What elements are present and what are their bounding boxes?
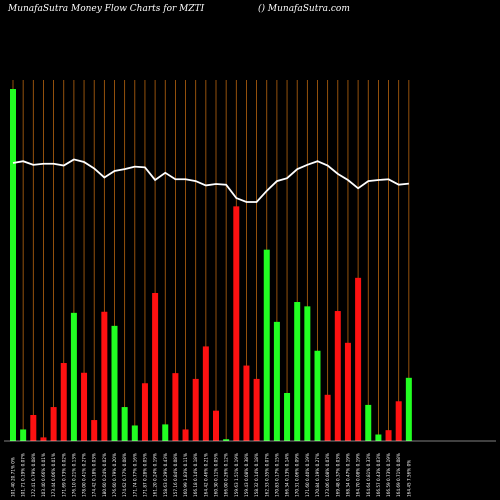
x-tick-label: 157.16 0.84% 0.08% [173, 453, 178, 497]
x-tick-label: 158.32 0.14% 0.18% [254, 453, 259, 497]
money-flow-bar [162, 424, 169, 441]
money-flow-bar [375, 434, 382, 441]
x-tick-label: 158.63 0.29% 0.43% [163, 453, 168, 497]
site-credit: () MunafaSutra.com [258, 4, 350, 14]
money-flow-bar [121, 407, 128, 441]
x-tick-label: 164.45 7.56% 0% [406, 460, 411, 497]
x-tick-label: 170.83 0.17% 0.15% [274, 453, 279, 497]
x-tick-labels: 101.40 20.71% 0% 101.71 0.19% 0.07% 172.41… [11, 453, 412, 497]
x-tick-label: 166.57 0.43% 0.03% [376, 453, 381, 497]
x-tick-label: 171.69 0.73% 0.02% [61, 453, 66, 497]
x-tick-label: 160.99 1.83% 0.11% [183, 453, 188, 497]
money-flow-bar [50, 407, 57, 441]
x-tick-label: 178.00 0.41% 0.27% [82, 453, 87, 497]
x-tick-label: 170.84 0.19% 0.27% [315, 453, 320, 497]
x-tick-label: 171.74 0.77% 0.16% [132, 453, 137, 497]
money-flow-bar [253, 378, 260, 441]
x-tick-label: 172.41 0.79% 0.08% [31, 453, 36, 497]
x-tick-label: 173.44 0.06% 0.01% [51, 453, 56, 497]
x-tick-label: 164.70 0.08% 0.19% [356, 453, 361, 497]
money-flow-bar [91, 420, 98, 441]
x-tick-label: 159.63 1.51% 0.19% [234, 453, 239, 497]
x-tick-label: 103.40 0.66% 0.01% [41, 453, 46, 497]
x-tick-label: 159.43 0.08% 0.38% [244, 453, 249, 497]
money-flow-bar [405, 377, 412, 441]
money-flow-bars [10, 89, 412, 442]
money-flow-bar [60, 363, 67, 441]
money-flow-bar [324, 394, 331, 441]
chart-title: MunafaSutra Money Flow Charts for MZTI [8, 4, 205, 14]
x-tick-label: 166.34 0.13% 0.14% [285, 453, 290, 497]
x-tick-label: 176.60 0.79% 0.20% [112, 453, 117, 497]
money-flow-bar [213, 410, 219, 441]
money-flow-bar [344, 342, 351, 441]
x-tick-label: 171.60 0.40% 0.19% [305, 453, 310, 497]
money-flow-bar [30, 415, 37, 441]
money-flow-bar [141, 383, 148, 441]
x-tick-label: 166.59 0.73% 0.19% [386, 453, 391, 497]
money-flow-bar [243, 365, 250, 441]
money-flow-bar [182, 429, 189, 441]
money-flow-line [12, 158, 409, 203]
money-flow-bar [304, 306, 311, 441]
money-flow-bar [273, 321, 280, 441]
x-tick-label: 164.64 0.81% 0.33% [366, 453, 371, 497]
x-tick-label: 164.42 0.46% 0.21% [203, 453, 208, 497]
money-flow-bar [70, 312, 77, 441]
money-flow-bar [101, 311, 108, 441]
money-flow-bar [395, 401, 402, 441]
money-flow-bar [192, 378, 199, 441]
money-flow-bar [131, 425, 138, 441]
money-flow-bar [233, 206, 240, 441]
money-flow-bar [263, 249, 270, 441]
money-flow-bar [365, 404, 372, 441]
money-flow-bar [284, 392, 291, 441]
x-tick-label: 101.40 20.71% 0% [11, 457, 16, 497]
x-tick-label: 170.31 0.06% 0.09% [295, 453, 300, 497]
money-flow-bar [172, 373, 179, 441]
money-flow-bar [20, 429, 27, 441]
x-tick-label: 164.69 0.71% 0.08% [396, 453, 401, 497]
money-flow-bar [202, 346, 209, 441]
x-tick-label: 166.00 0.26% 0.12% [224, 453, 229, 497]
money-flow-bar [81, 372, 88, 441]
x-tick-label: 101.71 0.19% 0.07% [21, 453, 26, 497]
money-flow-bar [10, 89, 16, 442]
x-tick-label: 176.10 0.21% 0.13% [71, 453, 76, 497]
x-tick-label: 169.48 0.37% 0.03% [335, 453, 340, 497]
money-flow-bar [152, 292, 159, 441]
x-tick-label: 173.06 0.08% 0.03% [325, 453, 330, 497]
x-tick-label: 174.62 0.77% 0.08% [122, 453, 127, 497]
money-flow-bar [223, 439, 230, 441]
x-tick-label: 171.87 0.28% 0.05% [142, 453, 147, 497]
money-flow-bar [334, 311, 341, 441]
money-flow-bar [355, 277, 362, 441]
x-tick-label: 160.30 0.11% 0.05% [214, 453, 219, 497]
x-tick-label: 168.34 0.47% 0.19% [345, 453, 350, 497]
x-tick-label: 161.20 0.24% 0.19% [153, 453, 158, 497]
money-flow-bar [314, 350, 321, 441]
money-flow-bar [111, 325, 118, 441]
money-flow-bar [294, 302, 301, 441]
x-tick-label: 174.42 0.18% 0.03% [92, 453, 97, 497]
money-flow-bar [40, 437, 47, 441]
money-flow-bar [385, 430, 392, 441]
x-tick-label: 162.33 0.35% 0.07% [264, 453, 269, 497]
x-tick-label: 166.18 0.14% 0.18% [193, 453, 198, 497]
x-tick-label: 180.60 0.24% 0.02% [102, 453, 107, 497]
